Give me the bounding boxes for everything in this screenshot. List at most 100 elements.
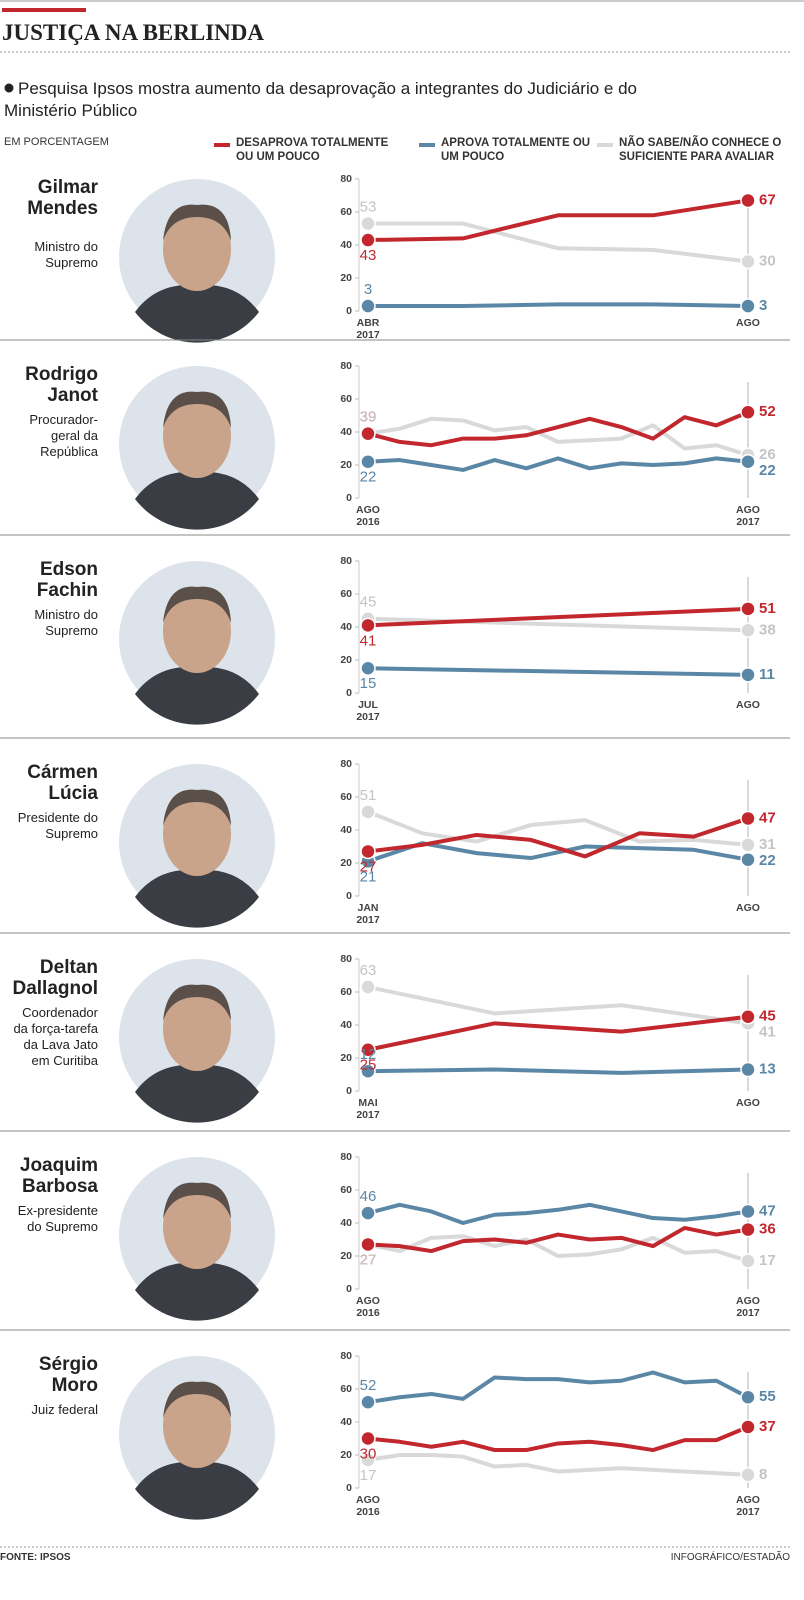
- end-label: 36: [759, 1221, 776, 1238]
- start-label: 53: [360, 199, 377, 216]
- series-line: [367, 1014, 749, 1052]
- y-tick-label: 60: [340, 791, 352, 803]
- end-label: 45: [759, 1008, 776, 1025]
- person-name: Rodrigo Janot: [25, 364, 98, 406]
- end-dot: [740, 1419, 756, 1435]
- person-name: Sérgio Moro: [38, 1354, 98, 1396]
- end-dot: [740, 837, 756, 853]
- y-tick-label: 80: [340, 758, 352, 770]
- legend-swatch: [419, 143, 435, 147]
- subtitle: Pesquisa Ipsos mostra aumento da desapro…: [4, 79, 637, 120]
- x-tick-label: MAI 2017: [356, 1097, 380, 1121]
- y-tick-label: 80: [340, 173, 352, 185]
- y-tick-label: 60: [340, 986, 352, 998]
- portrait-shoulders: [135, 1262, 259, 1321]
- start-label: 27: [360, 1251, 377, 1268]
- start-label: 46: [360, 1188, 377, 1205]
- portrait-shoulders: [135, 1461, 259, 1520]
- portrait-head: [163, 1384, 231, 1468]
- end-label: 52: [759, 403, 776, 420]
- start-label: 21: [360, 868, 377, 885]
- series-line: [367, 809, 749, 847]
- start-label: 3: [364, 281, 372, 298]
- person-name: Deltan Dallagnol: [12, 957, 98, 999]
- end-dot: [740, 1009, 756, 1025]
- series-line: [367, 1234, 749, 1263]
- portrait-head: [163, 589, 231, 673]
- series-line: [367, 456, 749, 472]
- end-label: 8: [759, 1466, 767, 1483]
- end-dot: [740, 253, 756, 270]
- end-dot: [360, 660, 376, 676]
- series-line: [367, 1453, 749, 1477]
- start-label: 51: [360, 787, 377, 804]
- x-tick-label: AGO 2017: [736, 1295, 760, 1319]
- y-tick-label: 0: [346, 1482, 352, 1494]
- end-dot: [360, 425, 376, 442]
- series-line: [367, 1425, 749, 1453]
- portrait-hair: [163, 984, 231, 1021]
- end-label: 55: [759, 1388, 776, 1405]
- y-tick-label: 60: [340, 393, 352, 405]
- series-line: [368, 302, 749, 309]
- start-label: 39: [360, 409, 377, 426]
- end-dot: [740, 298, 756, 314]
- end-dot: [360, 298, 376, 314]
- y-tick-label: 0: [346, 305, 352, 317]
- x-tick-label: ABR 2017: [356, 317, 380, 341]
- end-dot: [360, 979, 376, 995]
- start-label: 63: [360, 962, 377, 979]
- bullet: [4, 83, 14, 93]
- y-tick-label: 20: [340, 1449, 352, 1461]
- person-role: Ministro do Supremo: [34, 239, 98, 270]
- end-dot: [740, 1221, 756, 1238]
- end-label: 51: [759, 600, 776, 617]
- y-tick-label: 0: [346, 1283, 352, 1295]
- portrait-hair: [163, 586, 231, 623]
- end-dot: [360, 843, 376, 860]
- y-tick-label: 60: [340, 588, 352, 600]
- y-tick-label: 20: [340, 1250, 352, 1262]
- end-dot: [360, 215, 376, 232]
- end-label: 22: [759, 852, 776, 869]
- end-dot: [360, 1042, 376, 1058]
- y-tick-label: 40: [340, 824, 352, 836]
- x-tick-label: JUL 2017: [356, 699, 380, 723]
- start-label: 45: [360, 594, 377, 611]
- end-label: 30: [759, 252, 776, 269]
- person-role: Ex-presidente do Supremo: [17, 1203, 98, 1234]
- y-tick-label: 0: [346, 890, 352, 902]
- start-label: 41: [360, 632, 377, 649]
- person-role: Ministro do Supremo: [34, 607, 98, 638]
- end-dot: [740, 192, 756, 209]
- y-tick-label: 80: [340, 1350, 352, 1362]
- end-dot: [740, 1389, 756, 1405]
- y-tick-label: 40: [340, 1416, 352, 1428]
- series-line: [367, 666, 749, 677]
- series-line: [367, 606, 749, 628]
- portrait-hair: [163, 391, 231, 428]
- end-label: 31: [759, 836, 776, 853]
- y-tick-label: 60: [340, 206, 352, 218]
- portrait-head: [163, 987, 231, 1071]
- end-label: 37: [759, 1418, 776, 1435]
- portrait-hair: [163, 1182, 231, 1219]
- end-label: 47: [759, 1202, 776, 1219]
- start-label: 15: [360, 675, 377, 692]
- y-tick-label: 80: [340, 1151, 352, 1163]
- person-name: Gilmar Mendes: [27, 177, 98, 219]
- start-label: 30: [360, 1445, 377, 1462]
- end-label: 38: [759, 621, 776, 638]
- start-label: 22: [360, 469, 377, 486]
- portrait-shoulders: [135, 471, 259, 530]
- portrait-hair: [163, 789, 231, 826]
- credit: INFOGRÁFICO/ESTADÃO: [670, 1552, 790, 1563]
- y-tick-label: 40: [340, 1217, 352, 1229]
- end-dot: [360, 453, 376, 470]
- series-line: [367, 1225, 749, 1254]
- y-tick-label: 40: [340, 426, 352, 438]
- end-label: 13: [759, 1061, 776, 1078]
- end-label: 67: [759, 191, 776, 208]
- x-tick-label: AGO 2017: [736, 504, 760, 528]
